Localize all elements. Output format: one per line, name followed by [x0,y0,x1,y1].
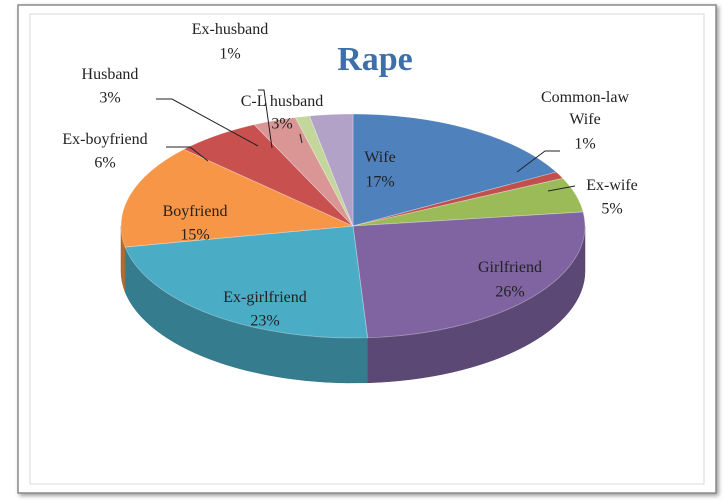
slice-label: Common-law Wife [541,89,629,128]
pie-slice [308,113,354,227]
slice-label: Ex-boyfriend [62,131,148,148]
slice-label-box: Ex-wife [586,177,638,194]
pie-slice [120,148,355,248]
slice-label-box: Boyfriend [162,203,228,220]
plot-frame [29,13,705,485]
slice-label: Girlfriend [478,259,542,276]
pie-slice [352,211,586,339]
slice-label-box: Ex-boyfriend [62,131,148,148]
slice-value-label: 3% [271,116,292,133]
slice-label-box: Wife [364,149,396,166]
slice-label-box: C-L husband [240,93,324,110]
slice-value-label: 3% [99,90,120,107]
slice-label-box: Ex-husband [191,21,269,38]
slice-label-box: Common-law Wife [541,89,629,128]
pie-slice [352,177,584,227]
slice-label: Husband [81,66,139,83]
leader-line [258,89,273,149]
slice-value-label: 26% [495,284,524,301]
slice-value-label: 5% [601,201,622,218]
leader-line [547,185,576,192]
slice-label: Wife [364,149,396,166]
labels: Wife 17% Common-law Wife 1% Ex-wife 5% Girlfri… [62,21,638,330]
leader-line [516,150,560,173]
slice-value-label: 17% [365,174,394,191]
slice-value-label: 6% [94,155,115,172]
pie-slice [124,225,369,339]
slice-label-box: Girlfriend [478,259,542,276]
leader-line [299,133,303,144]
slice-label: Boyfriend [162,203,228,220]
slice-label: Ex-wife [586,177,638,194]
slice-label: Ex-husband [191,21,269,38]
pie-tops [120,113,586,339]
slice-value-label: 1% [219,46,240,63]
pie-slice [253,117,354,227]
slice-value-label: 1% [574,136,595,153]
slice-label-box: Husband [81,66,139,83]
slice-value-label: 23% [250,313,279,330]
slice-label: C-L husband [240,93,324,110]
pie-slice [182,124,354,227]
chart-title: Rape [337,41,413,78]
pie-slice [352,171,564,227]
pie-slice [294,115,354,227]
slice-label-box: Ex-girlfriend [223,289,307,306]
slice-label: Ex-girlfriend [223,289,307,306]
leader-line [166,146,209,162]
leader-line [156,98,259,147]
pie-slice [352,113,558,227]
slice-value-label: 15% [180,227,209,244]
